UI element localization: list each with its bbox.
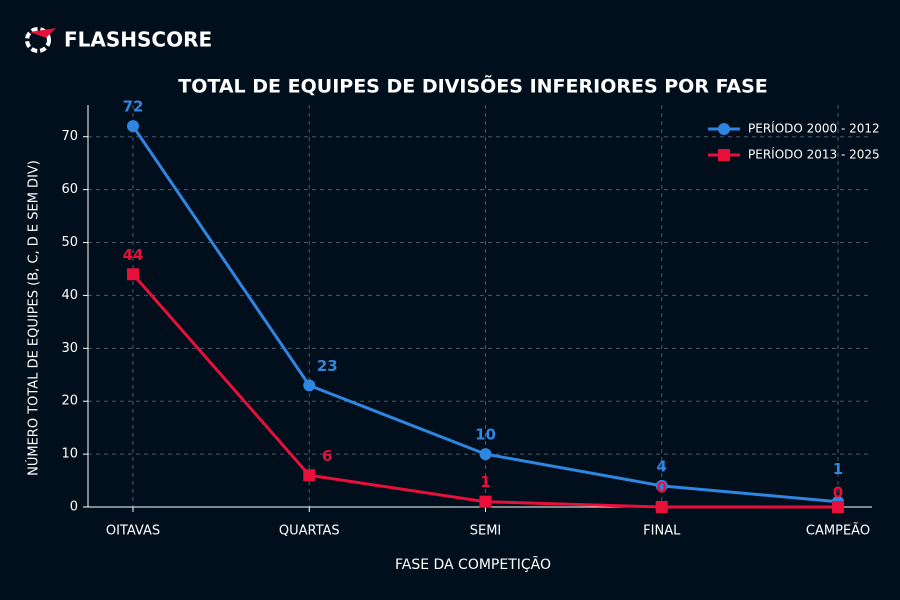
y-tick-label: 30 bbox=[61, 341, 78, 356]
x-tick-label: SEMI bbox=[470, 524, 502, 539]
marker bbox=[655, 501, 668, 513]
x-tick-label: CAMPEÃO bbox=[806, 523, 870, 539]
marker bbox=[303, 379, 316, 392]
data-label: 10 bbox=[475, 426, 496, 444]
y-tick-label: 60 bbox=[61, 182, 78, 197]
data-label: 4 bbox=[657, 457, 667, 475]
x-tick-label: FINAL bbox=[643, 524, 681, 539]
y-tick-label: 10 bbox=[61, 447, 78, 462]
marker bbox=[127, 120, 139, 133]
y-tick-label: 70 bbox=[61, 129, 78, 144]
data-label: 1 bbox=[480, 473, 490, 491]
legend-label: PERÍODO 2013 - 2025 bbox=[748, 147, 880, 162]
x-tick-label: QUARTAS bbox=[279, 524, 340, 539]
data-label: 6 bbox=[322, 447, 332, 465]
data-label: 0 bbox=[657, 479, 667, 497]
data-label: 44 bbox=[123, 246, 144, 264]
chart-title: TOTAL DE EQUIPES DE DIVISÕES INFERIORES … bbox=[178, 74, 768, 98]
marker bbox=[655, 479, 668, 492]
x-tick-label: OITAVAS bbox=[106, 524, 160, 539]
legend-marker bbox=[718, 123, 730, 135]
marker bbox=[832, 501, 844, 513]
y-tick-label: 20 bbox=[61, 394, 78, 409]
x-axis-label: FASE DA COMPETIÇÃO bbox=[395, 556, 551, 573]
y-tick-label: 40 bbox=[61, 288, 78, 303]
data-label: 1 bbox=[833, 460, 843, 478]
marker bbox=[479, 448, 492, 461]
brand: FLASHSCORE bbox=[64, 28, 212, 52]
marker bbox=[127, 268, 139, 281]
legend-marker bbox=[718, 149, 730, 161]
marker bbox=[479, 495, 492, 508]
data-label: 72 bbox=[123, 98, 144, 116]
data-label: 0 bbox=[833, 484, 843, 502]
legend-label: PERÍODO 2000 - 2012 bbox=[748, 121, 880, 136]
logo-icon bbox=[25, 27, 56, 53]
y-tick-label: 0 bbox=[70, 500, 78, 515]
y-tick-label: 50 bbox=[61, 235, 78, 250]
data-label: 23 bbox=[317, 357, 338, 375]
y-axis-label: NÚMERO TOTAL DE EQUIPES (B, C, D E SEM D… bbox=[26, 160, 42, 476]
marker bbox=[303, 469, 316, 482]
